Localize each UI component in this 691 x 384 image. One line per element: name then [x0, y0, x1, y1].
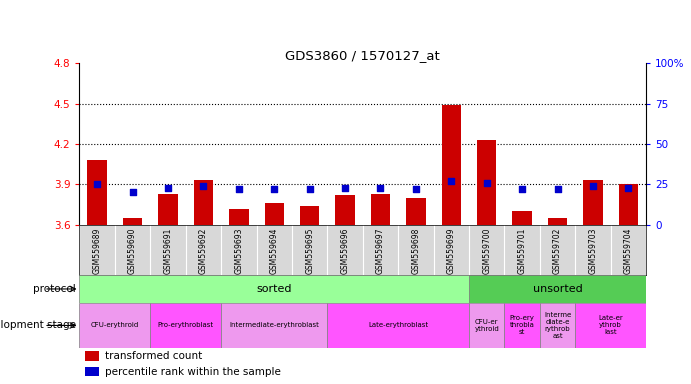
- Bar: [158, 194, 178, 225]
- Text: protocol: protocol: [33, 284, 76, 294]
- Bar: [583, 180, 603, 225]
- Point: [623, 184, 634, 190]
- Point: [304, 186, 315, 192]
- Text: development stage: development stage: [0, 320, 76, 331]
- Text: GSM559696: GSM559696: [341, 227, 350, 274]
- Bar: [335, 195, 354, 225]
- Point: [552, 186, 563, 192]
- Text: sorted: sorted: [256, 284, 292, 294]
- Bar: [540, 303, 575, 348]
- Text: GSM559698: GSM559698: [411, 227, 420, 273]
- Text: GSM559692: GSM559692: [199, 227, 208, 273]
- Text: percentile rank within the sample: percentile rank within the sample: [105, 367, 281, 377]
- Bar: [618, 184, 638, 225]
- Title: GDS3860 / 1570127_at: GDS3860 / 1570127_at: [285, 49, 440, 62]
- Text: GSM559695: GSM559695: [305, 227, 314, 274]
- Point: [92, 181, 103, 187]
- Point: [587, 183, 598, 189]
- Point: [517, 186, 528, 192]
- Text: Late-er
ythrob
last: Late-er ythrob last: [598, 315, 623, 336]
- Text: transformed count: transformed count: [105, 351, 202, 361]
- Bar: [221, 303, 328, 348]
- Text: GSM559694: GSM559694: [269, 227, 278, 274]
- Text: Pro-ery
throbla
st: Pro-ery throbla st: [510, 315, 535, 336]
- Text: GSM559690: GSM559690: [128, 227, 137, 274]
- Text: CFU-erythroid: CFU-erythroid: [91, 323, 139, 328]
- Text: GSM559700: GSM559700: [482, 227, 491, 274]
- Text: Intermediate-erythroblast: Intermediate-erythroblast: [229, 323, 319, 328]
- Bar: [406, 198, 426, 225]
- Text: Late-erythroblast: Late-erythroblast: [368, 323, 428, 328]
- Point: [339, 184, 350, 190]
- Point: [234, 186, 245, 192]
- Bar: [79, 275, 469, 303]
- Text: GSM559689: GSM559689: [93, 227, 102, 273]
- Bar: [575, 303, 646, 348]
- Text: GSM559702: GSM559702: [553, 227, 562, 273]
- Text: GSM559693: GSM559693: [234, 227, 243, 274]
- Bar: [88, 160, 107, 225]
- Bar: [477, 140, 496, 225]
- Bar: [229, 209, 249, 225]
- Text: GSM559704: GSM559704: [624, 227, 633, 274]
- Bar: [151, 303, 221, 348]
- Text: GSM559703: GSM559703: [589, 227, 598, 274]
- Bar: [548, 218, 567, 225]
- Text: Interme
diate-e
rythrob
ast: Interme diate-e rythrob ast: [544, 312, 571, 339]
- Point: [481, 180, 492, 186]
- Point: [410, 186, 422, 192]
- Bar: [513, 211, 532, 225]
- Point: [127, 189, 138, 195]
- Bar: [79, 303, 151, 348]
- Bar: [85, 351, 100, 361]
- Bar: [371, 194, 390, 225]
- Text: GSM559699: GSM559699: [447, 227, 456, 274]
- Point: [375, 184, 386, 190]
- Text: GSM559697: GSM559697: [376, 227, 385, 274]
- Bar: [328, 303, 469, 348]
- Bar: [469, 303, 504, 348]
- Text: CFU-er
ythroid: CFU-er ythroid: [474, 319, 499, 332]
- Bar: [442, 105, 461, 225]
- Bar: [504, 303, 540, 348]
- Bar: [193, 180, 213, 225]
- Point: [162, 184, 173, 190]
- Text: GSM559701: GSM559701: [518, 227, 527, 273]
- Point: [446, 178, 457, 184]
- Text: unsorted: unsorted: [533, 284, 583, 294]
- Point: [198, 183, 209, 189]
- Bar: [469, 275, 664, 303]
- Text: GSM559691: GSM559691: [164, 227, 173, 273]
- Bar: [85, 367, 100, 376]
- Point: [269, 186, 280, 192]
- Bar: [123, 218, 142, 225]
- Text: Pro-erythroblast: Pro-erythroblast: [158, 323, 214, 328]
- Bar: [300, 206, 319, 225]
- Bar: [265, 203, 284, 225]
